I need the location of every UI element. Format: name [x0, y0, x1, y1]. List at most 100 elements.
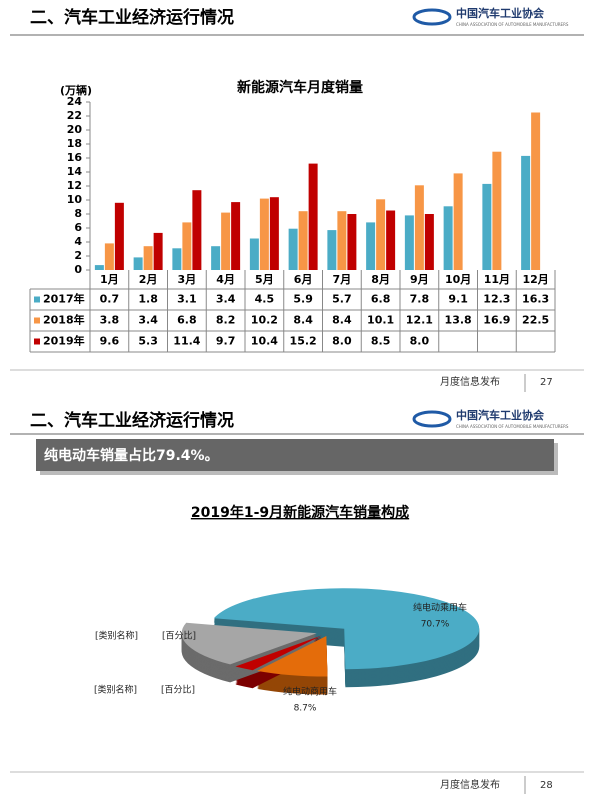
x-tick-label: 6月	[294, 273, 313, 286]
table-cell: 5.3	[138, 335, 158, 348]
x-tick-label: 12月	[522, 273, 548, 286]
table-cell: 9.6	[100, 335, 120, 348]
table-cell: 7.8	[410, 293, 430, 306]
slide-title: 二、汽车工业经济运行情况	[30, 410, 234, 431]
bar	[249, 238, 259, 270]
x-tick-label: 7月	[333, 273, 352, 286]
bar	[337, 211, 347, 270]
x-tick-label: 9月	[410, 273, 429, 286]
bar	[104, 243, 114, 270]
logo-icon	[412, 410, 452, 428]
table-cell: 3.4	[138, 314, 158, 327]
bar	[453, 173, 463, 270]
x-tick-label: 8月	[371, 273, 390, 286]
logo-text: 中国汽车工业协会	[456, 408, 545, 422]
bar	[366, 222, 376, 270]
table-cell: 9.7	[216, 335, 236, 348]
table-cell: 16.9	[483, 314, 510, 327]
table-cell: 12.3	[483, 293, 510, 306]
bar	[424, 214, 434, 270]
slice	[257, 636, 328, 677]
table-cell: 3.4	[216, 293, 236, 306]
bar	[153, 232, 163, 270]
bar	[94, 265, 104, 270]
legend-swatch	[34, 296, 40, 303]
banner-text: 纯电动车销量占比79.4%。	[44, 447, 219, 464]
legend-swatch	[34, 317, 40, 324]
bar	[172, 248, 182, 270]
banner	[36, 439, 554, 471]
bar	[114, 202, 124, 270]
bar	[414, 185, 424, 270]
slide-title: 二、汽车工业经济运行情况	[30, 7, 234, 28]
logo-text: 中国汽车工业协会	[456, 6, 545, 20]
y-tick-label: 16	[67, 151, 83, 164]
bar	[231, 202, 241, 270]
chart-title: 2019年1-9月新能源汽车销量构成	[191, 504, 409, 521]
bar	[531, 112, 541, 270]
slice-label: 纯电动乘用车	[413, 602, 467, 614]
x-tick-label: 1月	[100, 273, 119, 286]
bar	[492, 151, 502, 270]
y-axis-label: (万辆)	[60, 83, 92, 97]
bar	[443, 206, 453, 270]
slice-label: [类别名称]	[95, 630, 138, 642]
footer-text: 月度信息发布	[440, 375, 500, 388]
page-number: 28	[540, 780, 553, 791]
y-tick-label: 2	[74, 249, 82, 262]
table-cell: 5.7	[332, 293, 352, 306]
table-cell: 3.1	[177, 293, 197, 306]
y-tick-label: 10	[67, 193, 83, 206]
y-tick-label: 22	[67, 109, 82, 122]
table-cell: 12.1	[406, 314, 433, 327]
y-tick-label: 18	[67, 137, 82, 150]
x-tick-label: 11月	[484, 273, 510, 286]
table-cell: 6.8	[177, 314, 197, 327]
x-tick-label: 3月	[178, 273, 197, 286]
table-cell: 10.2	[251, 314, 278, 327]
y-tick-label: 12	[67, 179, 82, 192]
y-tick-label: 20	[67, 123, 83, 136]
slice	[181, 622, 317, 665]
table-cell: 15.2	[290, 335, 317, 348]
bar	[221, 212, 231, 270]
table-cell: 8.4	[332, 314, 352, 327]
bar	[259, 198, 269, 270]
bar	[327, 230, 337, 270]
bar	[298, 211, 308, 270]
slice-label: [类别名称]	[94, 684, 137, 696]
y-tick-label: 8	[74, 207, 82, 220]
bar	[308, 163, 318, 270]
table-cell: 8.2	[216, 314, 236, 327]
pie	[181, 588, 480, 695]
table-cell: 22.5	[522, 314, 549, 327]
bar	[376, 199, 386, 270]
table-cell: 8.4	[293, 314, 313, 327]
y-tick-label: 14	[67, 165, 83, 178]
slice-value: [百分比]	[161, 684, 195, 696]
table-cell: 13.8	[445, 314, 472, 327]
y-tick-label: 24	[67, 95, 83, 108]
table-cell: 5.9	[293, 293, 313, 306]
bar	[211, 246, 221, 270]
slice-label: 纯电动商用车	[283, 686, 337, 698]
bar	[482, 183, 492, 270]
logo-subtext: CHINA ASSOCIATION OF AUTOMOBILE MANUFACT…	[456, 424, 569, 429]
slice-value: 8.7%	[294, 704, 317, 714]
legend-label: 2017年	[43, 292, 85, 306]
x-tick-label: 5月	[255, 273, 274, 286]
table-cell: 11.4	[173, 335, 200, 348]
bar	[143, 246, 153, 270]
table-cell: 10.4	[251, 335, 278, 348]
table-cell: 3.8	[100, 314, 120, 327]
y-tick-label: 4	[74, 235, 82, 248]
table-cell: 9.1	[448, 293, 468, 306]
bar	[192, 190, 202, 270]
bar	[521, 155, 531, 270]
footer-text: 月度信息发布	[440, 778, 500, 791]
bar	[182, 222, 192, 270]
bar	[404, 215, 414, 270]
slice-value: [百分比]	[162, 630, 196, 642]
logo-subtext: CHINA ASSOCIATION OF AUTOMOBILE MANUFACT…	[456, 22, 569, 27]
legend-swatch	[34, 338, 40, 345]
